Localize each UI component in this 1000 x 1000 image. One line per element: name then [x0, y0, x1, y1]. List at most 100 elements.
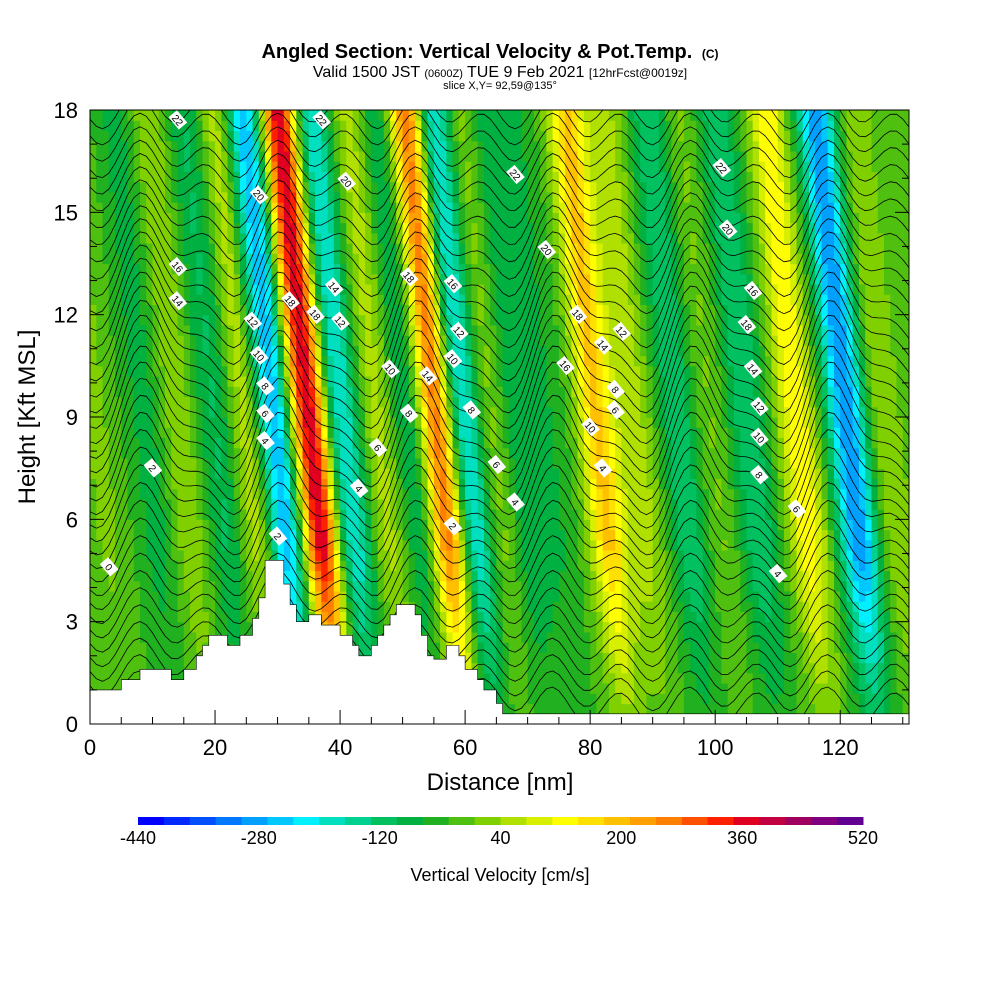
velocity-cell [496, 222, 504, 234]
velocity-cell [565, 539, 572, 551]
velocity-cell [358, 611, 366, 623]
velocity-cell [352, 335, 360, 346]
velocity-cell [283, 150, 291, 162]
velocity-cell [583, 273, 591, 285]
velocity-cell [396, 519, 404, 531]
velocity-cell [177, 365, 185, 377]
velocity-cell [552, 150, 560, 162]
velocity-cell [196, 376, 204, 387]
velocity-cell [446, 417, 454, 428]
velocity-cell [202, 560, 210, 572]
velocity-cell [590, 570, 598, 582]
velocity-cell [452, 120, 460, 131]
velocity-cell [440, 284, 447, 295]
velocity-cell [558, 202, 566, 213]
velocity-cell [465, 621, 472, 633]
velocity-cell [427, 478, 435, 490]
velocity-cell [565, 396, 572, 408]
velocity-cell [308, 386, 316, 398]
velocity-cell [121, 529, 129, 541]
velocity-cell [152, 110, 160, 121]
velocity-cell [140, 642, 147, 653]
velocity-cell [458, 447, 466, 459]
velocity-cell [427, 335, 435, 346]
velocity-cell [177, 642, 185, 653]
velocity-cell [540, 202, 547, 213]
velocity-cell [471, 652, 479, 664]
velocity-cell [233, 591, 241, 602]
velocity-cell [521, 509, 529, 520]
velocity-cell [590, 284, 598, 295]
velocity-cell [502, 130, 510, 142]
velocity-cell [427, 621, 435, 633]
velocity-cell [383, 324, 391, 336]
velocity-cell [515, 539, 522, 551]
velocity-cell [371, 345, 379, 357]
velocity-cell [508, 191, 516, 203]
velocity-cell [540, 550, 547, 561]
velocity-cell [465, 140, 472, 152]
velocity-cell [321, 355, 329, 367]
velocity-cell [452, 335, 460, 346]
velocity-cell [340, 591, 347, 602]
velocity-cell [408, 468, 416, 479]
velocity-cell [265, 447, 272, 459]
velocity-cell [590, 212, 598, 224]
velocity-cell [365, 611, 372, 623]
velocity-cell [502, 110, 510, 121]
velocity-cell [171, 161, 179, 172]
velocity-cell [271, 396, 279, 408]
velocity-cell [265, 365, 272, 377]
velocity-cell [552, 335, 560, 346]
velocity-cell [133, 150, 141, 162]
velocity-cell [371, 130, 379, 142]
velocity-cell [371, 519, 379, 531]
velocity-cell [533, 683, 541, 694]
velocity-cell [215, 591, 222, 602]
velocity-cell [477, 355, 485, 367]
velocity-cell [521, 120, 529, 131]
velocity-cell [408, 519, 416, 531]
velocity-cell [190, 529, 197, 541]
velocity-cell [115, 468, 122, 479]
velocity-cell [296, 591, 304, 602]
velocity-cell [90, 181, 97, 193]
velocity-cell [202, 519, 210, 531]
velocity-cell [121, 243, 129, 254]
velocity-cell [196, 191, 204, 203]
velocity-cell [333, 355, 341, 367]
velocity-cell [577, 580, 585, 592]
velocity-cell [252, 478, 260, 490]
velocity-cell [271, 365, 279, 377]
velocity-cell [533, 427, 541, 438]
velocity-cell [477, 222, 485, 234]
velocity-cell [508, 591, 516, 602]
velocity-cell [446, 120, 454, 131]
velocity-cell [565, 672, 572, 684]
velocity-cell [421, 539, 429, 551]
velocity-cell [221, 396, 229, 408]
velocity-cell [565, 212, 572, 224]
velocity-cell [571, 406, 579, 418]
velocity-cell [490, 529, 497, 541]
velocity-cell [252, 324, 260, 336]
velocity-cell [421, 468, 429, 479]
velocity-cell [202, 621, 210, 633]
velocity-cell [371, 386, 379, 398]
velocity-cell [333, 529, 341, 541]
velocity-cell [90, 191, 97, 203]
velocity-cell [327, 324, 335, 336]
velocity-cell [340, 335, 347, 346]
velocity-cell [258, 591, 266, 602]
velocity-cell [421, 130, 429, 142]
velocity-cell [396, 304, 404, 316]
velocity-cell [333, 376, 341, 387]
velocity-cell [502, 181, 510, 193]
velocity-cell [183, 529, 191, 541]
velocity-cell [358, 376, 366, 387]
velocity-cell [233, 202, 241, 213]
velocity-cell [571, 447, 579, 459]
velocity-cell [221, 591, 229, 602]
velocity-cell [415, 335, 422, 346]
velocity-cell [140, 591, 147, 602]
